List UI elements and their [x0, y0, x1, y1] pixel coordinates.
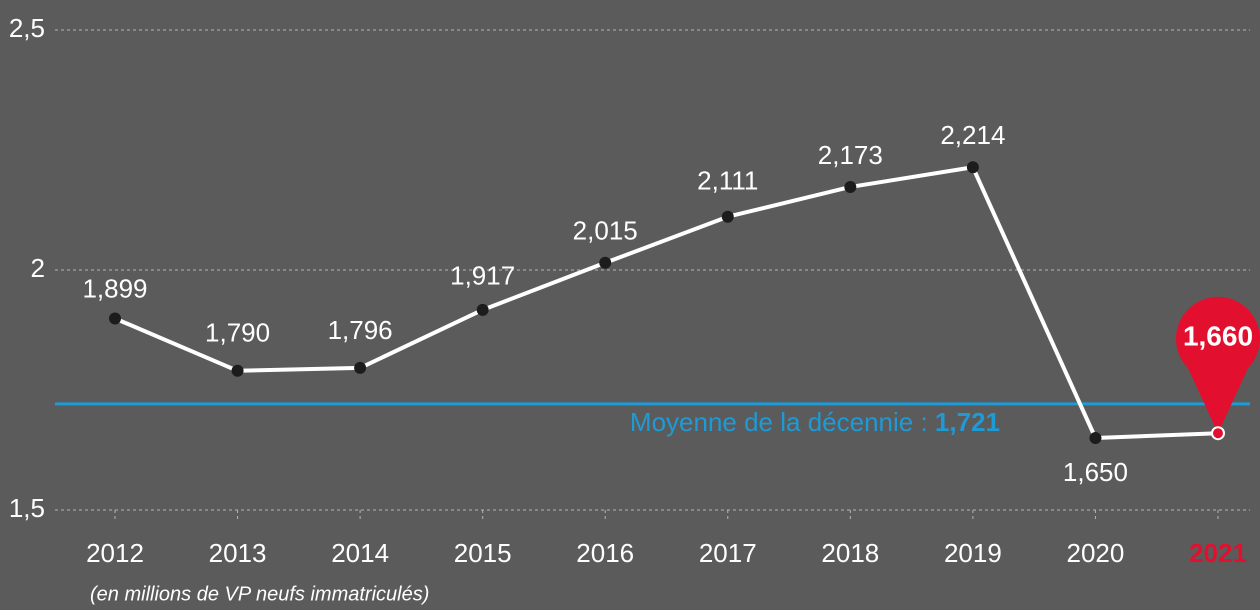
x-tick-label: 2017 — [699, 538, 757, 568]
x-tick-label: 2021 — [1189, 538, 1247, 568]
y-tick-label: 1,5 — [9, 493, 45, 523]
value-label: 1,790 — [205, 318, 270, 348]
x-tick-label: 2015 — [454, 538, 512, 568]
x-tick-label: 2012 — [86, 538, 144, 568]
value-label: 1,650 — [1063, 457, 1128, 487]
reference-value-label: 1,721 — [935, 407, 1000, 437]
data-point — [599, 256, 612, 269]
data-point — [844, 180, 857, 193]
data-point — [1089, 432, 1102, 444]
data-point — [354, 361, 367, 374]
x-tick-label: 2013 — [209, 538, 267, 568]
reference-label-text: Moyenne de la décennie : — [630, 407, 928, 437]
value-label: 1,899 — [82, 273, 147, 303]
reference-label: Moyenne de la décennie : 1,721 — [630, 407, 1000, 437]
value-label: 1,917 — [450, 261, 515, 291]
data-point — [966, 161, 979, 174]
x-tick-label: 2014 — [331, 538, 389, 568]
value-label: 2,173 — [818, 140, 883, 170]
data-point — [109, 312, 121, 325]
note: (en millions de VP neufs immatriculés) — [90, 583, 429, 605]
data-point — [231, 364, 244, 377]
value-label: 2,214 — [940, 120, 1005, 150]
data-point — [721, 210, 734, 223]
value-label: 2,111 — [697, 166, 758, 196]
highlight-pin — [1176, 296, 1260, 434]
x-tick-label: 2020 — [1067, 538, 1125, 568]
data-point — [1211, 426, 1225, 441]
value-label: 1,660 — [1183, 321, 1253, 352]
value-label: 2,015 — [573, 216, 638, 246]
x-tick-label: 2016 — [576, 538, 634, 568]
data-line — [114, 165, 1219, 440]
x-tick-label: 2018 — [821, 538, 879, 568]
x-tick-label: 2019 — [944, 538, 1002, 568]
data-point — [476, 303, 489, 316]
y-tick-label: 2 — [31, 253, 45, 283]
y-tick-label: 2,5 — [9, 13, 45, 43]
value-label: 1,796 — [328, 315, 393, 345]
